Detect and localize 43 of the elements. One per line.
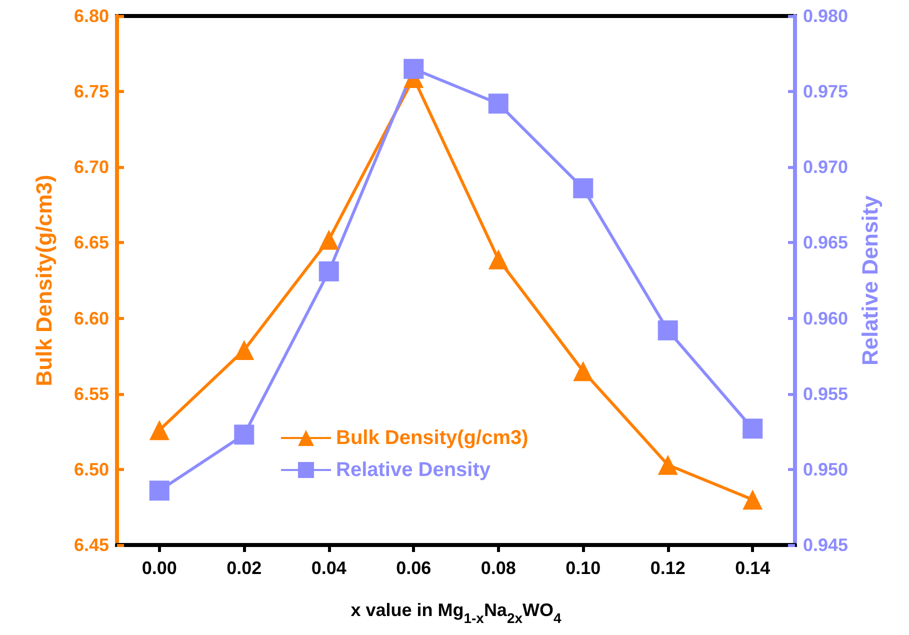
x-tick-label: 0.00 bbox=[142, 558, 177, 578]
y-tick-label: 6.75 bbox=[74, 82, 109, 102]
x-tick-label: 0.08 bbox=[480, 558, 516, 578]
y2-tick-label: 0.980 bbox=[803, 6, 848, 26]
y-tick-label: 6.55 bbox=[74, 384, 109, 404]
point bbox=[234, 340, 254, 360]
x-tick-label: 0.04 bbox=[311, 558, 346, 578]
legend-label: Relative Density bbox=[336, 459, 492, 481]
y2-tick-label: 0.960 bbox=[803, 308, 848, 328]
point bbox=[234, 424, 254, 445]
point bbox=[658, 320, 678, 340]
y-tick-label: 6.70 bbox=[74, 157, 109, 178]
point bbox=[742, 490, 763, 510]
point bbox=[318, 261, 339, 282]
y-tick-label: 6.65 bbox=[74, 232, 109, 253]
y2-tick-label: 0.975 bbox=[803, 82, 848, 102]
y2-tick-label: 0.945 bbox=[803, 535, 848, 555]
point bbox=[573, 361, 594, 382]
y-axis-title: Bulk Density(g/cm3) bbox=[32, 174, 56, 386]
x-tick-label: 0.02 bbox=[226, 558, 262, 578]
y2-tick-label: 0.950 bbox=[803, 459, 848, 480]
y-tick-label: 6.50 bbox=[74, 459, 109, 480]
point bbox=[573, 178, 594, 198]
y-tick-label: 6.45 bbox=[74, 535, 109, 555]
y-tick-label: 6.60 bbox=[74, 308, 109, 328]
point bbox=[318, 230, 339, 250]
y2-tick-label: 0.955 bbox=[803, 384, 848, 404]
y2-axis-title: Relative Density bbox=[857, 194, 882, 366]
y-tick-label: 6.80 bbox=[74, 6, 109, 26]
point bbox=[149, 480, 170, 501]
point bbox=[404, 58, 424, 79]
x-tick-label: 0.10 bbox=[566, 558, 601, 578]
y2-tick-label: 0.965 bbox=[803, 232, 848, 253]
point bbox=[488, 249, 508, 270]
point bbox=[742, 418, 763, 439]
y2-tick-label: 0.970 bbox=[803, 157, 848, 178]
point bbox=[149, 420, 170, 440]
point bbox=[658, 454, 678, 475]
legend-label: Bulk Density(g/cm3) bbox=[336, 427, 528, 449]
x-tick-label: 0.12 bbox=[650, 558, 686, 578]
x-tick-label: 0.06 bbox=[396, 558, 432, 578]
x-tick-label: 0.14 bbox=[735, 558, 770, 578]
point bbox=[488, 94, 508, 114]
